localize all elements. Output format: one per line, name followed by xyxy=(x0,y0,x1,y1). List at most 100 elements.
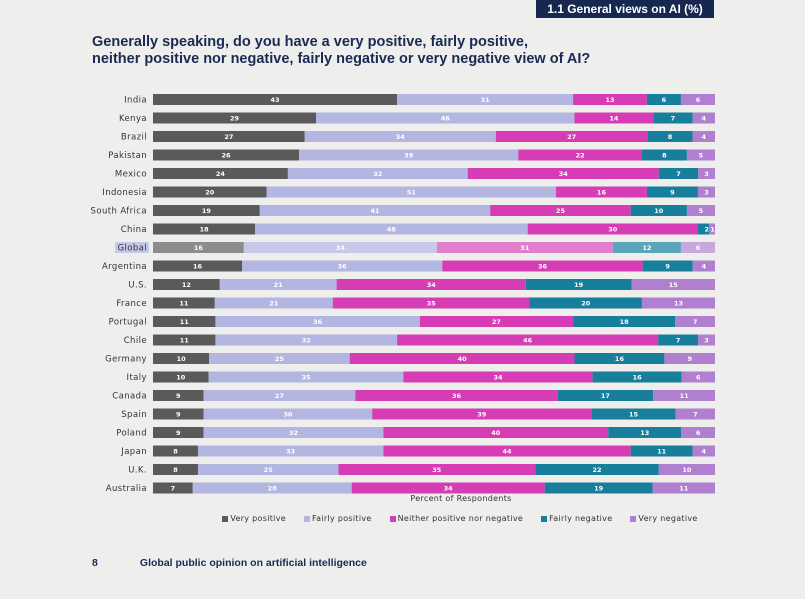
bar-poland-fairly-positive xyxy=(203,427,384,438)
bar-kenya-very-negative xyxy=(692,112,715,124)
data-label-germany-neither-positive-nor-negative: 40 xyxy=(458,355,468,363)
data-label-france-very-positive: 11 xyxy=(179,299,189,307)
bar-indonesia-very-positive xyxy=(153,186,267,198)
data-label-pakistan-very-positive: 26 xyxy=(222,151,232,159)
data-label-south-africa-very-positive: 19 xyxy=(202,207,212,215)
category-label-spain: Spain xyxy=(121,410,147,420)
bar-portugal-neither-positive-nor-negative xyxy=(419,316,574,327)
legend-label: Very negative xyxy=(638,514,698,523)
bar-india-very-positive xyxy=(153,94,398,105)
category-label-germany: Germany xyxy=(105,355,147,365)
data-label-australia-very-positive: 7 xyxy=(171,484,176,492)
data-label-china-neither-positive-nor-negative: 30 xyxy=(608,225,618,233)
bar-spain-fairly-negative xyxy=(591,408,676,420)
category-label-china: China xyxy=(121,225,147,235)
bar-global-fairly-negative xyxy=(612,242,681,253)
data-label-italy-fairly-negative: 16 xyxy=(633,373,643,381)
data-label-japan-neither-positive-nor-negative: 44 xyxy=(503,447,513,455)
bar-canada-very-positive xyxy=(153,390,204,401)
bar-italy-fairly-negative xyxy=(592,371,682,383)
data-label-poland-fairly-positive: 32 xyxy=(289,429,298,437)
bar-china-fairly-negative xyxy=(697,223,710,235)
bar-poland-very-negative xyxy=(681,427,715,438)
bar-mexico-fairly-positive xyxy=(287,168,468,179)
data-label-u-k-neither-positive-nor-negative: 35 xyxy=(432,466,442,474)
data-label-u-k-very-positive: 8 xyxy=(173,466,178,474)
data-label-pakistan-fairly-positive: 39 xyxy=(404,151,414,159)
legend-item-fairly-positive: Fairly positive xyxy=(303,514,372,523)
category-label-australia: Australia xyxy=(106,484,147,494)
bar-canada-fairly-negative xyxy=(557,390,654,401)
data-label-india-very-positive: 43 xyxy=(271,96,280,104)
data-label-mexico-very-positive: 24 xyxy=(216,170,226,178)
bar-indonesia-very-negative xyxy=(697,186,715,198)
data-label-global-fairly-positive: 34 xyxy=(336,244,346,252)
data-label-argentina-very-negative: 4 xyxy=(702,262,707,270)
bar-japan-very-positive xyxy=(153,445,198,457)
data-label-south-africa-neither-positive-nor-negative: 25 xyxy=(556,207,566,215)
data-label-brazil-very-positive: 27 xyxy=(224,133,233,141)
legend-swatch xyxy=(389,515,396,522)
bar-canada-neither-positive-nor-negative xyxy=(355,390,558,401)
data-label-u-s-fairly-positive: 21 xyxy=(274,281,284,289)
bar-mexico-very-positive xyxy=(153,168,288,179)
legend-swatch xyxy=(541,515,548,522)
data-label-australia-neither-positive-nor-negative: 34 xyxy=(444,484,454,492)
bar-poland-fairly-negative xyxy=(608,427,682,438)
data-label-u-k-very-negative: 10 xyxy=(682,466,692,474)
category-label-global: Global xyxy=(117,244,147,254)
legend-swatch xyxy=(303,515,310,522)
section-badge: 1.1 General views on AI (%) xyxy=(536,0,714,18)
bar-global-neither-positive-nor-negative xyxy=(436,242,613,253)
legend-item-neither: Neither positive nor negative xyxy=(389,514,524,523)
bar-india-very-negative xyxy=(680,94,715,105)
bar-spain-very-negative xyxy=(675,408,715,420)
bar-china-neither-positive-nor-negative xyxy=(527,223,698,235)
legend-label: Fairly positive xyxy=(311,514,372,523)
data-label-spain-fairly-positive: 30 xyxy=(283,410,293,418)
bar-u-s-very-negative xyxy=(631,279,715,290)
data-label-australia-fairly-positive: 28 xyxy=(268,484,278,492)
category-label-u-s: U.S. xyxy=(128,281,147,291)
bar-argentina-fairly-negative xyxy=(642,260,693,272)
data-label-south-africa-fairly-positive: 41 xyxy=(370,207,380,215)
bar-australia-very-positive xyxy=(153,482,193,494)
data-label-mexico-fairly-positive: 32 xyxy=(373,170,382,178)
data-label-indonesia-very-positive: 20 xyxy=(205,188,215,196)
page-number: 8 xyxy=(92,557,98,569)
bar-mexico-fairly-negative xyxy=(658,168,699,179)
data-label-france-fairly-positive: 21 xyxy=(269,299,279,307)
data-label-indonesia-very-negative: 3 xyxy=(704,188,709,196)
bar-canada-very-negative xyxy=(653,390,715,401)
bar-spain-very-positive xyxy=(153,408,204,420)
data-label-germany-fairly-negative: 16 xyxy=(615,355,625,363)
data-label-spain-very-negative: 7 xyxy=(693,410,698,418)
data-label-poland-fairly-negative: 13 xyxy=(640,429,649,437)
data-label-canada-fairly-negative: 17 xyxy=(601,392,610,400)
bar-australia-very-negative xyxy=(652,482,715,494)
bar-portugal-fairly-positive xyxy=(215,316,420,327)
data-label-canada-neither-positive-nor-negative: 36 xyxy=(452,392,462,400)
data-label-chile-neither-positive-nor-negative: 46 xyxy=(523,336,533,344)
bar-india-neither-positive-nor-negative xyxy=(573,94,647,105)
data-label-u-s-very-positive: 12 xyxy=(182,281,191,289)
data-label-u-s-very-negative: 15 xyxy=(669,281,679,289)
bar-japan-very-negative xyxy=(692,445,715,457)
bar-u-k-very-negative xyxy=(658,464,715,475)
bar-india-fairly-negative xyxy=(646,94,681,105)
bar-france-fairly-positive xyxy=(214,297,333,309)
data-label-chile-fairly-positive: 32 xyxy=(302,336,311,344)
bar-chile-fairly-positive xyxy=(215,334,398,346)
bar-indonesia-fairly-negative xyxy=(646,186,698,198)
bar-pakistan-very-positive xyxy=(153,149,300,161)
bar-australia-fairly-negative xyxy=(544,482,653,494)
data-label-u-k-fairly-negative: 22 xyxy=(592,466,601,474)
data-label-japan-very-positive: 8 xyxy=(173,447,178,455)
bar-canada-fairly-positive xyxy=(203,390,356,401)
category-label-chile: Chile xyxy=(124,336,147,346)
data-label-kenya-neither-positive-nor-negative: 14 xyxy=(609,114,619,122)
data-label-poland-very-negative: 6 xyxy=(696,429,701,437)
bar-chile-very-negative xyxy=(697,334,715,346)
highlight-label-background xyxy=(115,242,149,253)
data-label-france-fairly-negative: 20 xyxy=(581,299,591,307)
